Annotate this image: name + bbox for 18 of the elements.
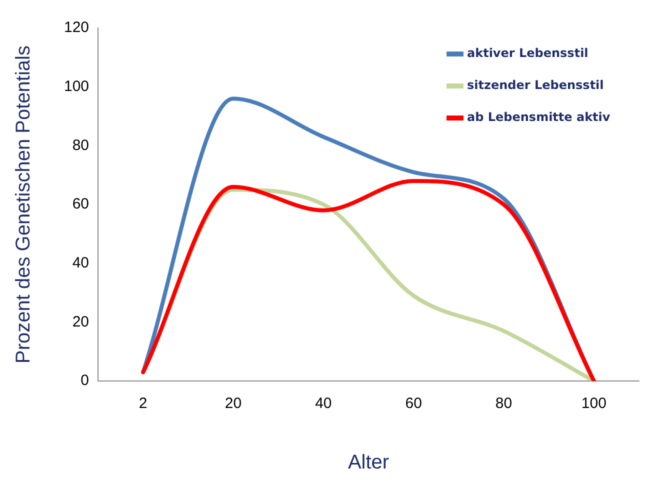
y-tick-label: 100 (64, 78, 90, 95)
x-axis-title: Alter (348, 452, 390, 474)
x-tick-label: 40 (315, 395, 332, 412)
legend-label: aktiver Lebensstil (467, 46, 588, 60)
x-tick-label: 2 (138, 395, 148, 412)
x-tick-label: 60 (405, 395, 422, 412)
y-tick-label: 0 (80, 372, 90, 390)
y-axis-title: Prozent des Genetischen Potentials (12, 46, 35, 364)
y-tick-label: 60 (72, 196, 90, 213)
legend-label: sitzender Lebensstil (467, 78, 604, 92)
y-tick-label: 120 (64, 19, 90, 36)
x-tick-label: 20 (224, 395, 242, 412)
y-tick-label: 80 (72, 136, 90, 154)
x-tick-label: 80 (495, 395, 512, 412)
y-tick-label: 40 (72, 254, 90, 272)
x-tick-label: 100 (581, 395, 606, 412)
y-tick-label: 20 (72, 313, 90, 330)
legend-label: ab Lebensmitte aktiv (467, 110, 610, 124)
